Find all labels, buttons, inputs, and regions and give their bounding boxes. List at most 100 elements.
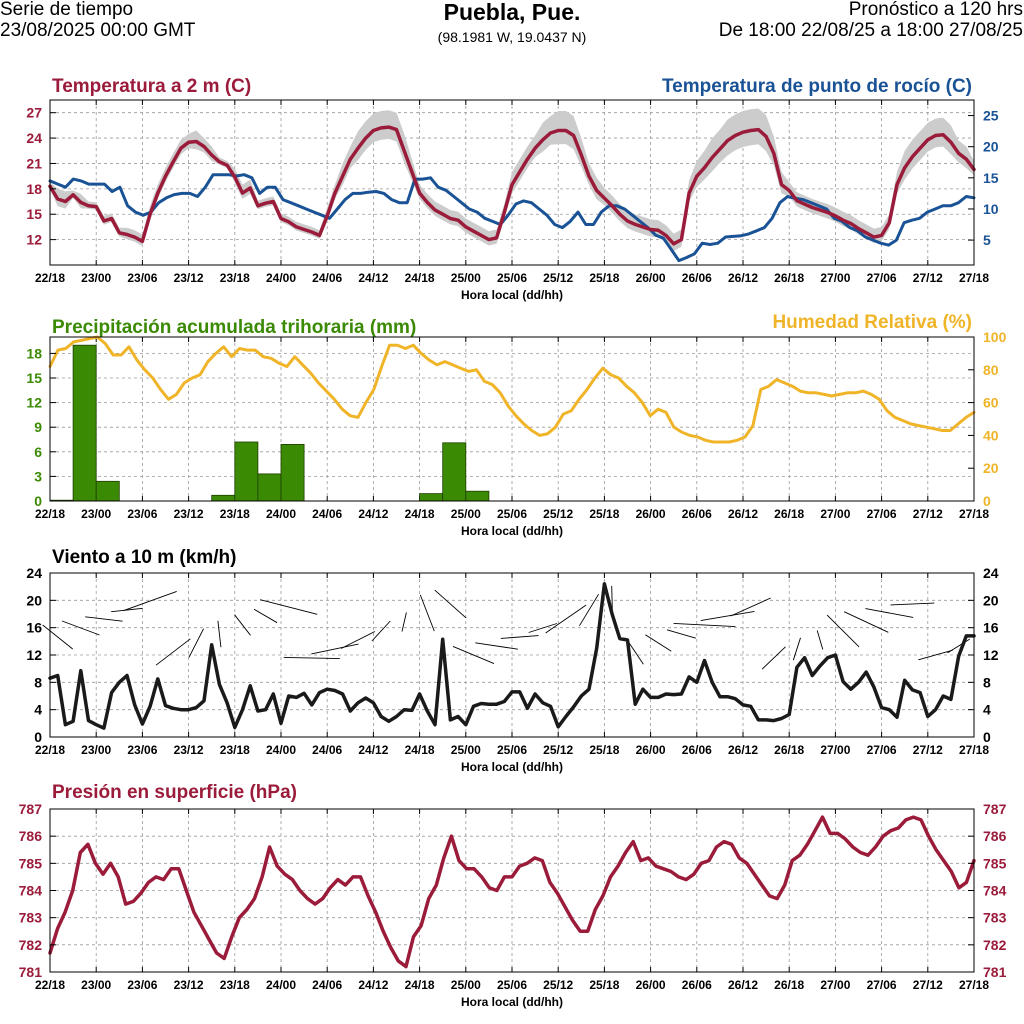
wind-xtick-label: 24/06 [312, 743, 342, 757]
wind-ytick-label: 0 [34, 729, 42, 745]
wind-barb [816, 630, 824, 650]
precip-xtick-label: 26/12 [728, 507, 758, 521]
precip-ytick-label: 3 [34, 468, 42, 484]
wind-barb [155, 638, 191, 666]
wind-xtick-label: 22/18 [35, 743, 65, 757]
humidity-ytick-label-right: 20 [983, 460, 999, 476]
wind-barb [761, 646, 786, 670]
pres-ytick-label-right: 785 [983, 855, 1007, 871]
temp-xtick-label: 25/00 [451, 271, 481, 285]
wind-xtick-label: 27/00 [820, 743, 850, 757]
wind-ytick-label: 12 [26, 647, 42, 663]
temp-xtick-label: 26/18 [774, 271, 804, 285]
wind-barb [730, 597, 771, 617]
humidity-ytick-label-right: 100 [983, 329, 1007, 345]
precip-ytick-label: 6 [34, 444, 42, 460]
temp-xtick-label: 23/12 [174, 271, 204, 285]
precipitation-bar [95, 480, 120, 502]
wind-barb [645, 634, 672, 652]
wind-xtick-label: 26/00 [636, 743, 666, 757]
pres-xtick-label: 24/12 [358, 978, 388, 992]
wind-xtick-label: 23/06 [127, 743, 157, 757]
pres-xtick-label: 23/06 [127, 978, 157, 992]
pres-ytick-label-right: 784 [983, 883, 1007, 899]
pres-ytick-label-right: 783 [983, 910, 1007, 926]
wind-ytick-label-right: 24 [983, 565, 999, 581]
wind-barb [111, 607, 143, 613]
humidity-ytick-label-right: 40 [983, 427, 999, 443]
wind-ytick-label-right: 16 [983, 620, 999, 636]
pres-xtick-label: 26/00 [636, 978, 666, 992]
wind-xtick-label: 26/18 [774, 743, 804, 757]
temp-ytick-label: 27 [26, 105, 42, 121]
pres-xtick-label: 27/06 [867, 978, 897, 992]
wind-ytick-label: 4 [34, 702, 42, 718]
precipitation-bar [442, 442, 467, 502]
precip-xtick-label: 23/06 [127, 507, 157, 521]
wind-xtick-label: 26/06 [682, 743, 712, 757]
humidity-ytick-label-right: 60 [983, 395, 999, 411]
wind-barb [61, 620, 100, 636]
precip-ytick-label: 9 [34, 419, 42, 435]
wind-xtick-label: 26/12 [728, 743, 758, 757]
wind-ytick-label-right: 0 [983, 729, 991, 745]
precip-xtick-label: 23/00 [81, 507, 111, 521]
precip-xtick-label: 24/00 [266, 507, 296, 521]
wind-ytick-label: 20 [26, 592, 42, 608]
location-coords: (98.1981 W, 19.0437 N) [437, 29, 587, 46]
temp-xtick-label: 24/18 [405, 271, 435, 285]
temp-xtick-label: 24/06 [312, 271, 342, 285]
pres-xtick-label: 24/06 [312, 978, 342, 992]
wind-xtick-label: 25/06 [497, 743, 527, 757]
wind-xlabel: Hora local (dd/hh) [461, 760, 563, 774]
dewpoint-ytick-label-right: 10 [983, 201, 999, 217]
temp-xtick-label: 26/06 [682, 271, 712, 285]
wind-barb [85, 616, 123, 622]
pres-ytick-label: 786 [19, 828, 43, 844]
forecast-range-dates: De 18:00 22/08/25 a 18:00 27/08/25 [718, 19, 1023, 41]
wind-barb [826, 614, 860, 648]
wind-barb [579, 593, 599, 627]
humidity-ytick-label-right: 0 [983, 493, 991, 509]
precip-xtick-label: 25/06 [497, 507, 527, 521]
temp-ytick-label: 15 [26, 206, 42, 222]
header-center: Puebla, Pue. (98.1981 W, 19.0437 N) [362, 0, 662, 46]
precip-xtick-label: 24/18 [405, 507, 435, 521]
pres-xtick-label: 25/00 [451, 978, 481, 992]
temp-xlabel: Hora local (dd/hh) [461, 288, 563, 302]
precip-xtick-label: 27/00 [820, 507, 850, 521]
wind-barb [260, 599, 318, 615]
precip-xtick-label: 26/06 [682, 507, 712, 521]
wind-xtick-label: 24/12 [358, 743, 388, 757]
wind-barb [865, 608, 914, 618]
forecast-range-label: Pronóstico a 120 hrs [848, 0, 1023, 20]
pres-xtick-label: 26/18 [774, 978, 804, 992]
wind-barb [843, 611, 889, 633]
pres-xtick-label: 22/18 [35, 978, 65, 992]
dewpoint-ytick-label-right: 5 [983, 232, 991, 248]
precip-xtick-label: 26/18 [774, 507, 804, 521]
pres-ytick-label: 784 [19, 883, 43, 899]
pres-xtick-label: 23/12 [174, 978, 204, 992]
wind-barb [626, 639, 644, 665]
wind-ytick-label-right: 20 [983, 592, 999, 608]
wind-barb [918, 649, 953, 661]
temp-xtick-label: 23/00 [81, 271, 111, 285]
precipitation-bar [419, 493, 444, 502]
wind-barb [234, 614, 251, 636]
pres-xtick-label: 27/12 [913, 978, 943, 992]
precip-xtick-label: 27/18 [959, 507, 989, 521]
wind-xtick-label: 23/12 [174, 743, 204, 757]
precip-xtick-label: 27/12 [913, 507, 943, 521]
pres-ytick-label-right: 782 [983, 937, 1007, 953]
wind-barb [42, 624, 73, 650]
pres-ytick-label: 787 [19, 801, 43, 817]
wind-barb [545, 604, 587, 634]
temp-xtick-label: 27/00 [820, 271, 850, 285]
wind-barb [311, 643, 359, 655]
temp-xtick-label: 27/18 [959, 271, 989, 285]
temp-xtick-label: 27/12 [913, 271, 943, 285]
pres-ytick-label-right: 787 [983, 801, 1007, 817]
temp-xtick-label: 24/12 [358, 271, 388, 285]
pres-ytick-label: 785 [19, 855, 43, 871]
